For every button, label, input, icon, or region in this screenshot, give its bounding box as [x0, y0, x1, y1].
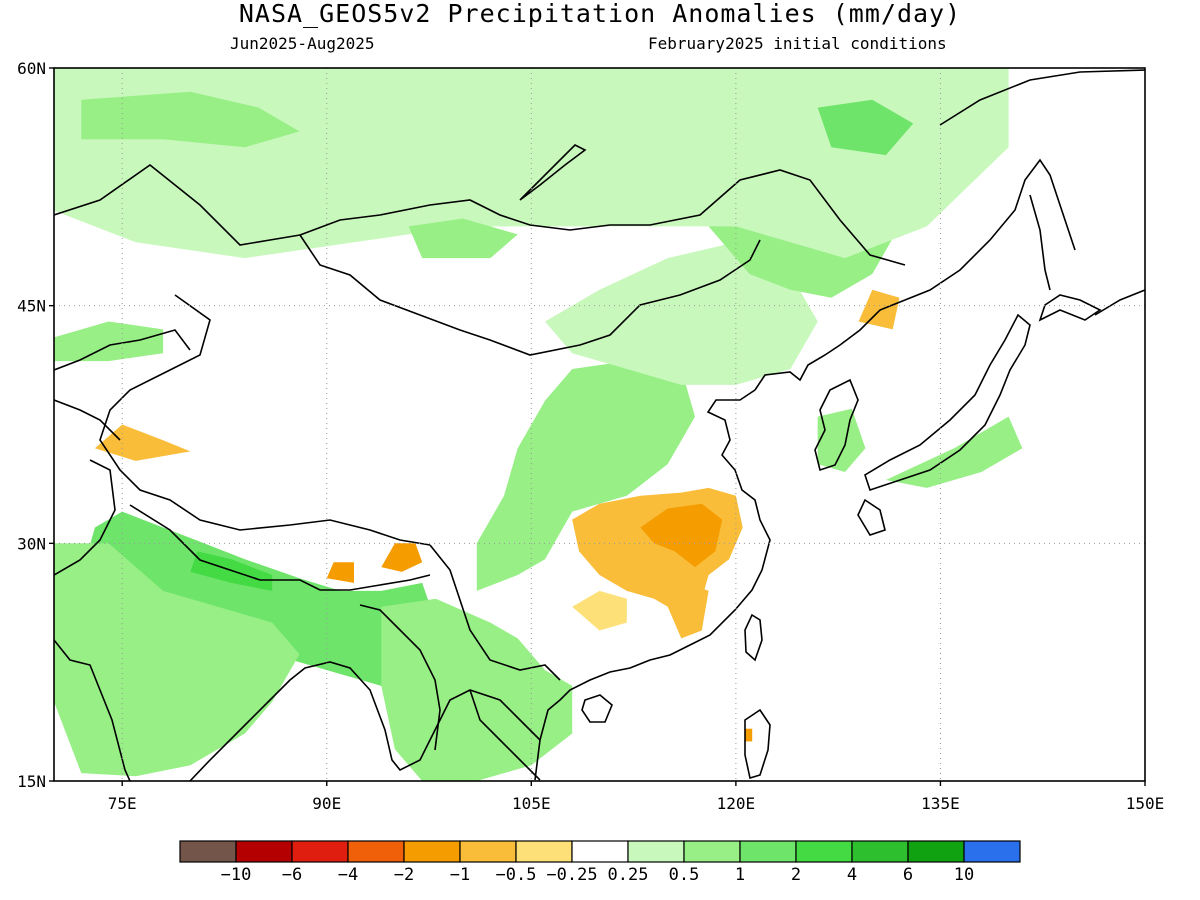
colorbar-swatch — [571, 840, 629, 863]
colorbar-label: 0.25 — [608, 865, 649, 885]
wet-anomaly-north-china — [545, 242, 818, 385]
border-central-asia — [54, 329, 191, 371]
initial-conditions: February2025 initial conditions — [648, 34, 947, 53]
map-period: Jun2025-Aug2025 — [230, 34, 375, 53]
wet-anomaly-siberia-core — [81, 91, 300, 148]
colorbar-label: −0.25 — [546, 865, 597, 885]
lon-tick-label: 120E — [717, 794, 756, 813]
colorbar-swatch — [235, 840, 293, 863]
colorbar-label: −4 — [338, 865, 358, 885]
coastline-kamchatka-hint — [1094, 289, 1145, 316]
lon-tick-label: 105E — [512, 794, 551, 813]
border-himalaya — [129, 504, 431, 591]
wet-anomaly-japan — [885, 416, 1023, 488]
colorbar-label: −6 — [282, 865, 302, 885]
coastline-sakhalin — [1029, 194, 1051, 291]
coastline-japan-hokkaido — [1038, 294, 1102, 322]
colorbar-swatch — [683, 840, 741, 863]
axis-labels: 60N 45N 30N 15N 75E 90E 105E 120E 135E 150E — [17, 59, 1164, 813]
coastline-luzon — [744, 708, 771, 780]
colorbar-label: 1 — [735, 865, 745, 885]
border-china-west — [99, 294, 431, 546]
colorbar-swatch — [459, 840, 517, 863]
coastline-china — [534, 389, 771, 781]
dry-anomaly-fujian — [667, 582, 709, 639]
colorbar-swatch — [347, 840, 405, 863]
wet-anomaly-india — [54, 543, 300, 777]
dry-anomaly-tibet-south — [326, 562, 354, 583]
map-title: NASA_GEOS5v2 Precipitation Anomalies (mm… — [238, 0, 962, 28]
lat-tick-label: 45N — [17, 297, 46, 316]
coastline-japan-kyushu — [857, 498, 886, 536]
colorbar-label: 10 — [954, 865, 974, 885]
dry-anomaly-taiwan — [745, 728, 753, 742]
dry-anomaly-tibet-east — [381, 543, 423, 572]
border-india-pakistan — [54, 459, 116, 576]
coastline-baikal — [519, 144, 587, 201]
lon-tick-label: 150E — [1126, 794, 1165, 813]
colorbar-label: 6 — [903, 865, 913, 885]
graticule — [54, 68, 1145, 781]
lat-tick-label: 30N — [17, 534, 46, 553]
coastline-india-east — [189, 661, 541, 781]
coastline-hainan — [581, 694, 613, 723]
colorbar-label: −1 — [450, 865, 470, 885]
dry-anomaly-south-china — [572, 590, 627, 631]
wet-anomaly-indochina — [381, 598, 573, 781]
border-mongolia-south — [299, 234, 761, 356]
wet-anomaly-korea — [817, 408, 866, 472]
map-frame — [53, 67, 1146, 782]
wet-anomaly-siberia-east — [817, 99, 914, 156]
colorbar-label: −0.5 — [496, 865, 537, 885]
coastline-bay-of-bengal — [54, 639, 131, 781]
anomaly-regions — [54, 68, 1023, 781]
coastline-bohai — [754, 299, 906, 391]
colorbar-swatch — [627, 840, 685, 863]
lat-tick-label: 15N — [17, 772, 46, 791]
colorbar-swatch — [179, 840, 237, 863]
colorbar-swatch — [515, 840, 573, 863]
border-thailand-laos — [469, 689, 541, 781]
coastline-japan-honshu — [864, 313, 1031, 492]
colorbar-swatch — [795, 840, 853, 863]
border-burma — [359, 604, 441, 751]
dry-anomaly-yangtze-core — [640, 503, 723, 568]
coastline-russia-east — [904, 158, 1076, 301]
lon-tick-label: 90E — [312, 794, 341, 813]
colorbar-label: −2 — [394, 865, 414, 885]
colorbar-swatch — [907, 840, 965, 863]
axis-ticks — [49, 67, 1146, 786]
wet-anomaly-kazakh — [54, 321, 164, 362]
coastlines-and-borders — [54, 69, 1145, 781]
lat-tick-label: 60N — [17, 59, 46, 78]
colorbar-swatch — [963, 840, 1021, 863]
colorbar-swatch — [739, 840, 797, 863]
dry-anomaly-manchuria — [858, 289, 900, 330]
border-china-north — [299, 169, 906, 266]
colorbar-label: 0.5 — [669, 865, 700, 885]
colorbar-swatch — [291, 840, 349, 863]
coastline-korea — [814, 378, 859, 472]
colorbar-swatch — [851, 840, 909, 863]
colorbar-label: 2 — [791, 865, 801, 885]
coastline-taiwan — [744, 613, 763, 662]
coastline-okhotsk — [939, 69, 1145, 126]
lon-tick-label: 75E — [108, 794, 137, 813]
dry-anomaly-karakoram — [94, 424, 191, 461]
border-southeast-asia — [429, 544, 561, 681]
border-afghanistan — [54, 399, 121, 441]
colorbar-label: −10 — [221, 865, 252, 885]
colorbar: −10 −6 −4 −2 −1 −0.5 −0.25 0.25 0.5 1 2 4 6 10 — [179, 840, 1021, 885]
border-kazakh — [54, 164, 301, 246]
lon-tick-label: 135E — [921, 794, 960, 813]
colorbar-label: 4 — [847, 865, 857, 885]
wet-anomaly-mongolia-west — [408, 218, 518, 259]
colorbar-swatch — [403, 840, 461, 863]
